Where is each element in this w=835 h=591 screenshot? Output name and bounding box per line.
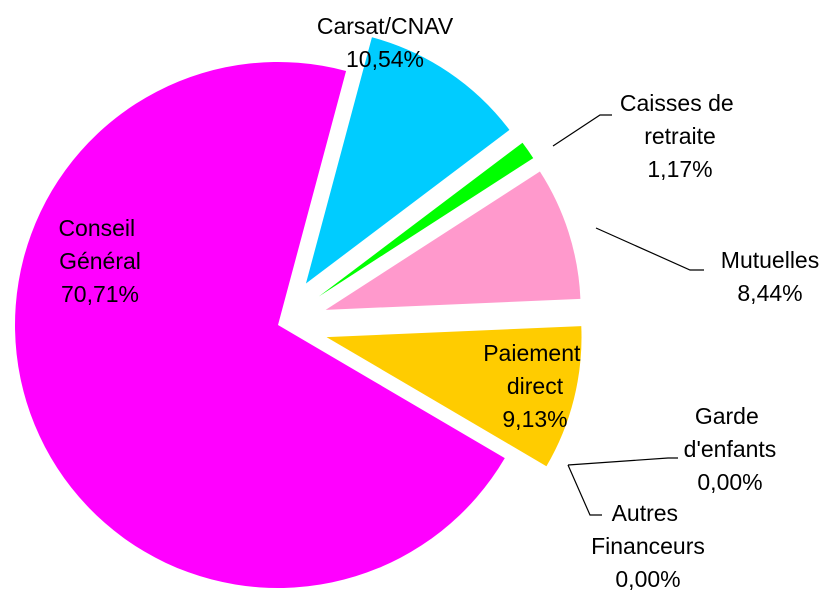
- pie-slice: [318, 142, 534, 297]
- leader-lines: [552, 114, 704, 516]
- pie-slice: [14, 62, 505, 589]
- pie-slice: [325, 171, 581, 310]
- leader-line: [552, 114, 612, 147]
- category-label: Carsat/CNAV: [317, 13, 454, 39]
- value-label: 0,00%: [697, 469, 762, 495]
- category-label: Conseil Général: [58, 215, 141, 274]
- label-line: Financeurs: [591, 533, 705, 559]
- label-line: retraite: [644, 123, 716, 149]
- label-line: Paiement: [483, 340, 587, 366]
- label-line: Garde: [695, 403, 765, 429]
- value-label: 0,00%: [615, 566, 680, 591]
- category-label: Autres Financeurs: [591, 500, 705, 559]
- pie-slice: [305, 37, 510, 284]
- category-label: Mutuelles: [721, 247, 819, 273]
- label-line: Conseil: [58, 215, 141, 241]
- slices: [14, 37, 582, 589]
- leader-line: [567, 457, 678, 466]
- label-line: direct: [507, 373, 564, 399]
- label-line: Autres: [612, 500, 685, 526]
- pie-slice: [326, 326, 582, 467]
- value-label: 10,54%: [346, 46, 424, 72]
- label-line: Caisses de: [620, 90, 740, 116]
- value-label: 70,71%: [61, 281, 139, 307]
- leader-line: [567, 464, 602, 516]
- category-label: Garde d'enfants: [684, 403, 777, 462]
- label-line: Carsat/CNAV: [317, 13, 454, 39]
- category-label: Caisses de retraite: [620, 90, 740, 149]
- value-label: 9,13%: [502, 406, 567, 432]
- value-label: 1,17%: [647, 156, 712, 182]
- label-line: Général: [59, 248, 141, 274]
- value-label: 8,44%: [737, 280, 802, 306]
- leader-line: [595, 227, 704, 271]
- labels: Carsat/CNAV 10,54% Caisses de retraite 1,17…: [58, 13, 819, 591]
- category-label: Paiement direct: [483, 340, 587, 399]
- label-line: Mutuelles: [721, 247, 819, 273]
- label-line: d'enfants: [684, 436, 777, 462]
